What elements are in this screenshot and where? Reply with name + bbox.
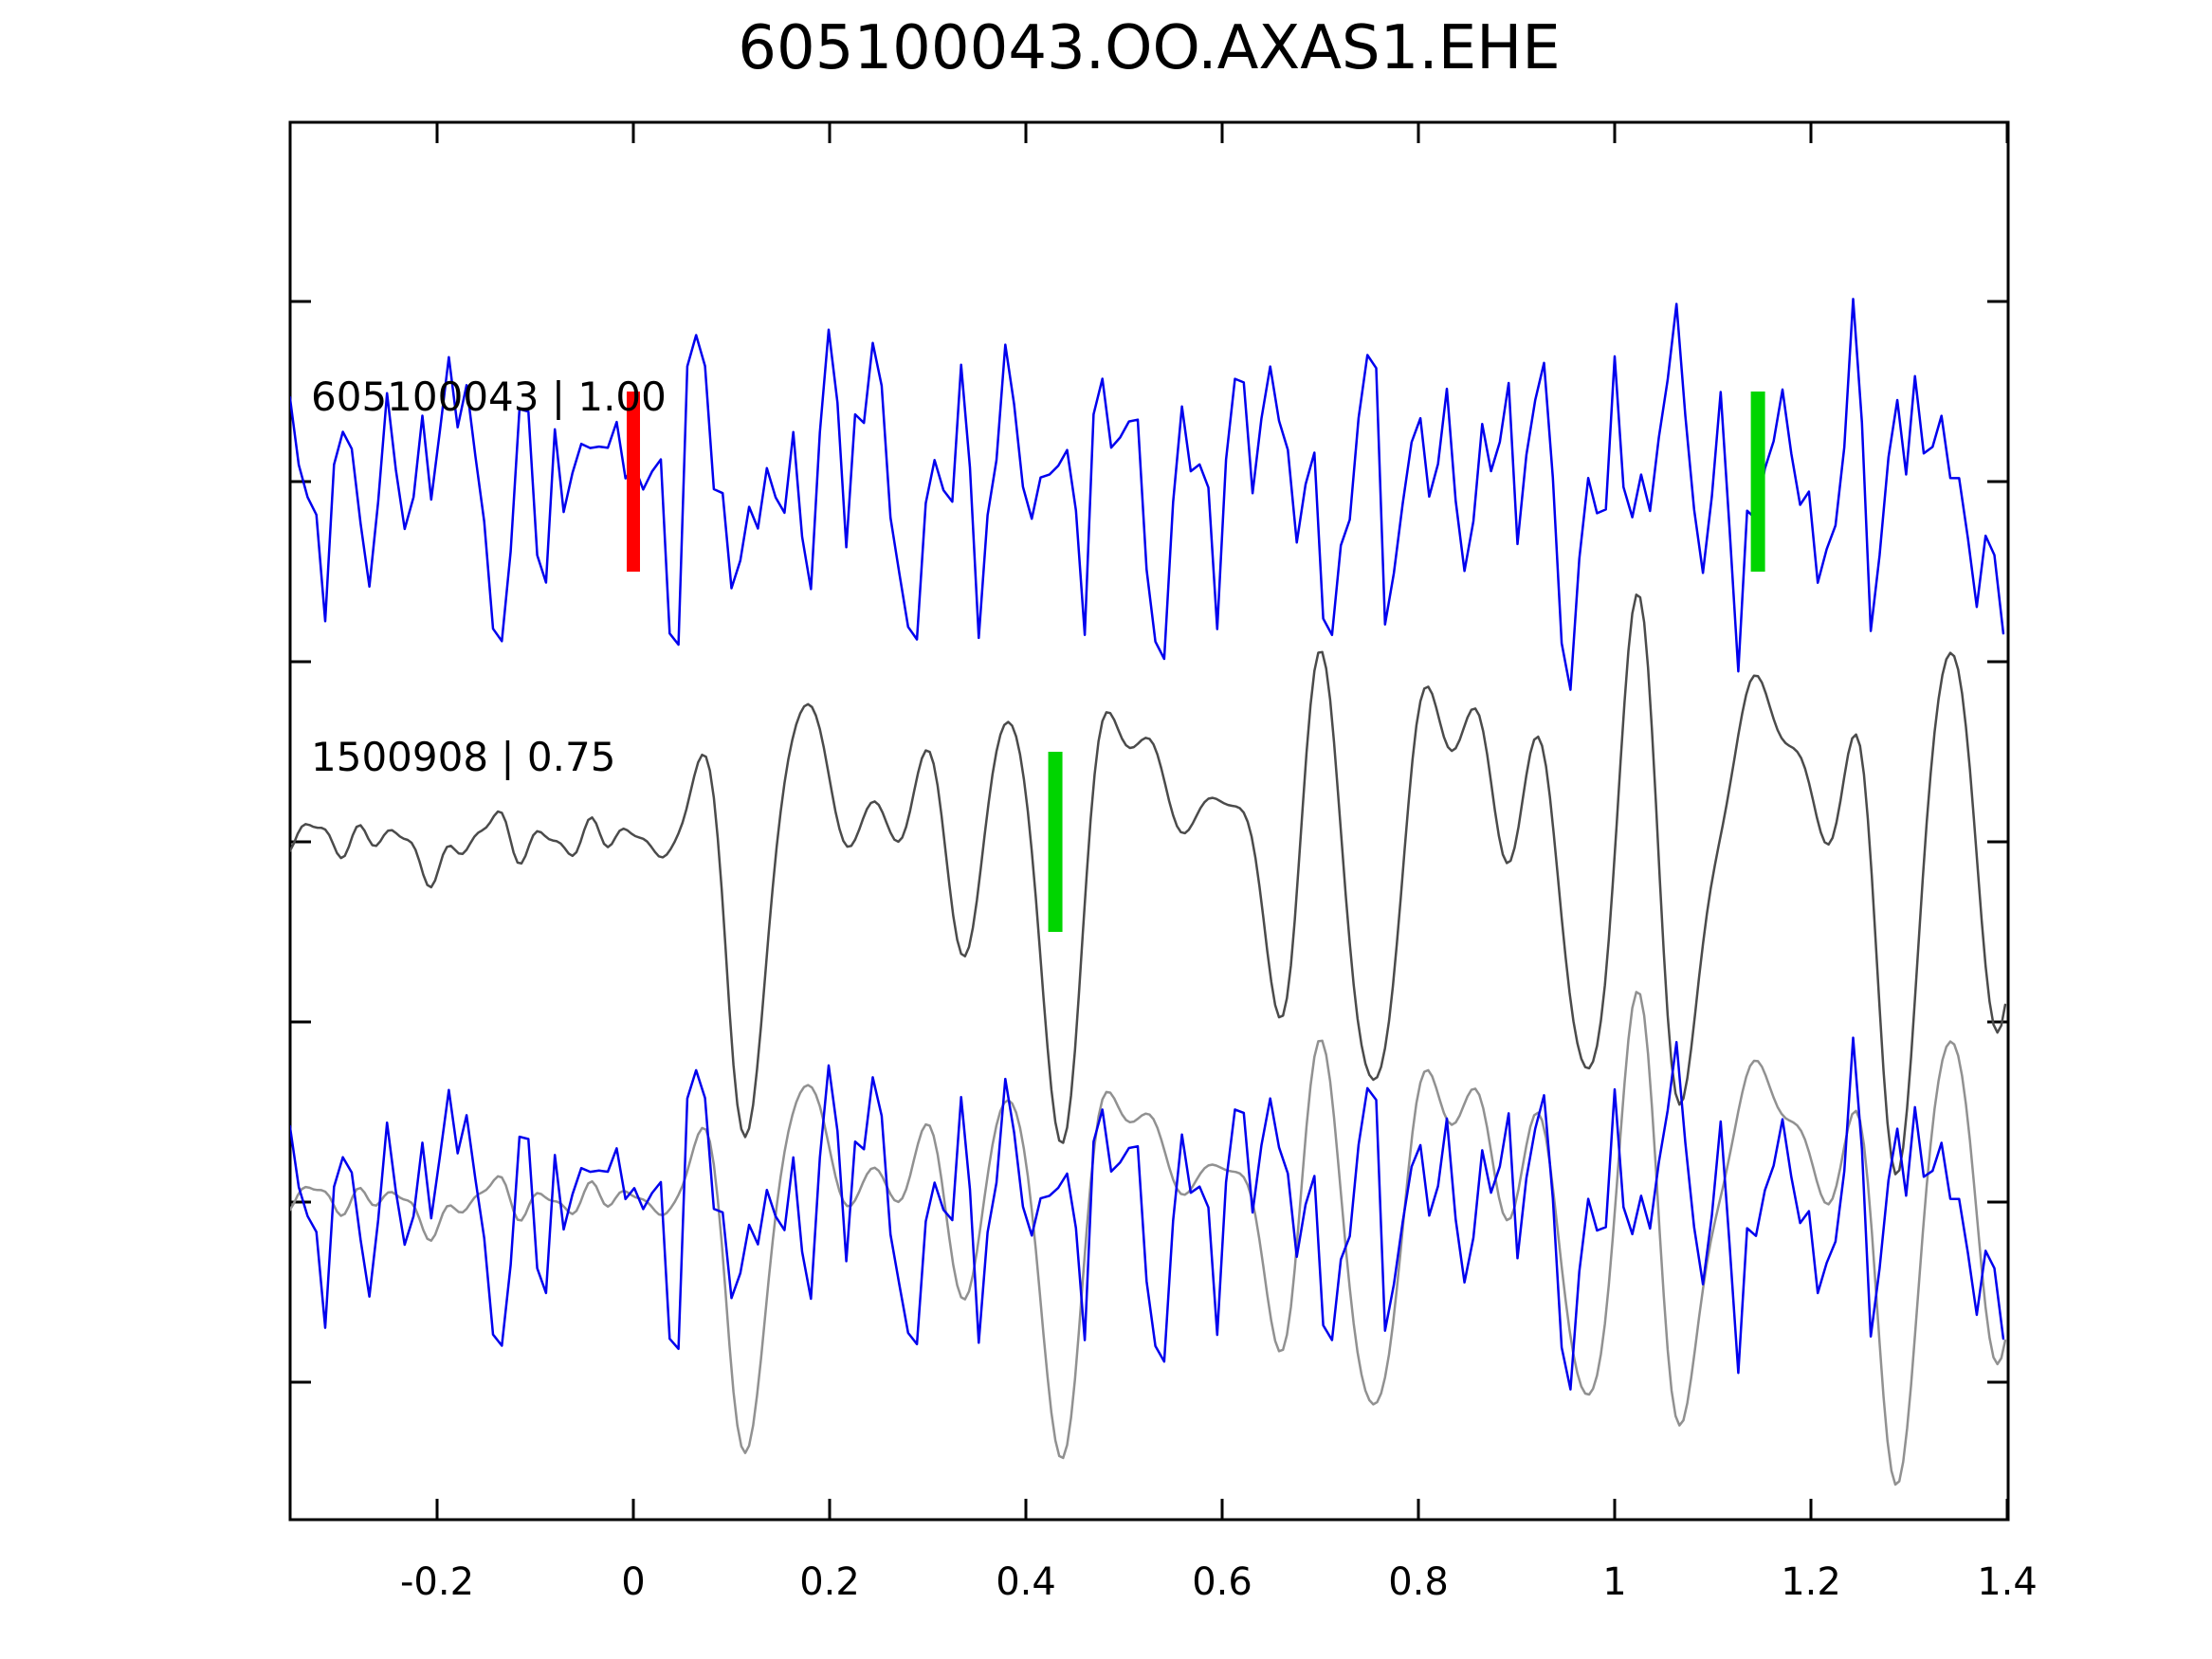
trace2-label: 1500908 | 0.75 — [311, 734, 616, 780]
x-tick-label: 1 — [1602, 1560, 1626, 1604]
x-tick-label: 0.4 — [996, 1560, 1056, 1604]
pick-marker — [1750, 392, 1765, 572]
traces-group — [290, 298, 2007, 1486]
x-tick-label: 0.2 — [799, 1560, 860, 1604]
trace1-label: 605100043 | 1.00 — [311, 374, 667, 420]
trace-605100043 — [290, 298, 2005, 691]
x-tick-label: 1.2 — [1781, 1560, 1841, 1604]
x-tick-label: -0.2 — [400, 1560, 474, 1604]
trace-605100043-overlay — [290, 1036, 2005, 1391]
x-tick-label: 0 — [621, 1560, 645, 1604]
chart-title: 605100043.OO.AXAS1.EHE — [738, 13, 1561, 83]
trace-1500908 — [290, 593, 2007, 1176]
trace-1500908-overlay — [290, 991, 2007, 1486]
x-tick-label: 1.4 — [1977, 1560, 2038, 1604]
reference-pick-marker — [627, 392, 640, 572]
x-tick-label: 0.8 — [1388, 1560, 1449, 1604]
axes-frame — [288, 120, 2010, 1522]
x-tick-label: 0.6 — [1192, 1560, 1252, 1604]
pick-marker — [1048, 752, 1063, 932]
